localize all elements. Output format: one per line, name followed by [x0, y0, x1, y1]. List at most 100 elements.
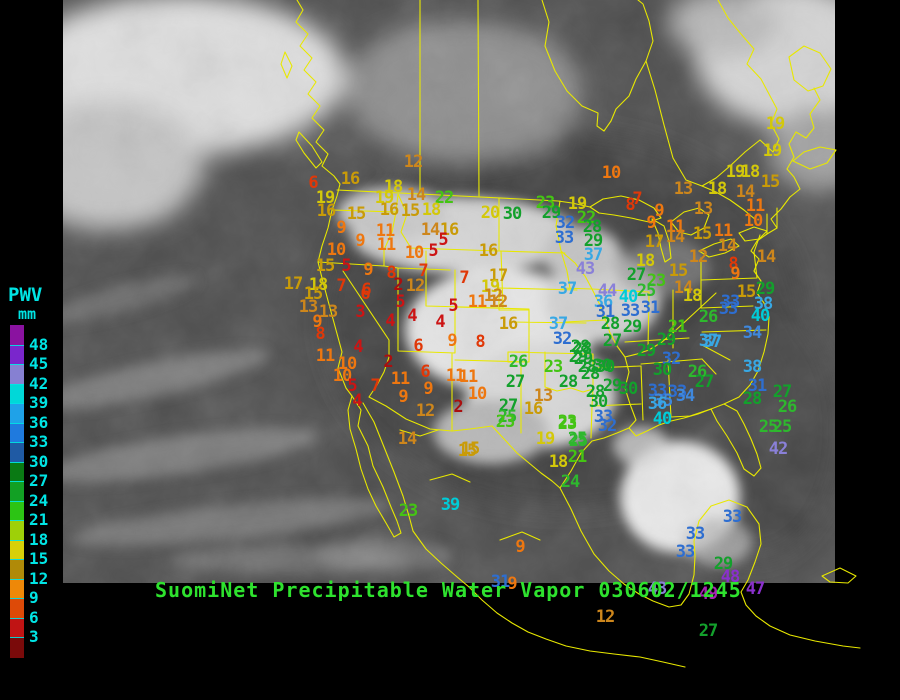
station-pwv-value: 14 — [665, 227, 686, 248]
legend-tick-label: 39 — [29, 393, 49, 412]
legend-tick-label: 30 — [29, 451, 49, 471]
pwv-legend: PWV mm 48 45 42 39 36 33 30 27 24 21 18 15 12 9 6 3 — [8, 286, 60, 658]
station-pwv-value: 28 — [742, 389, 763, 410]
station-pwv-value: 40 — [652, 409, 673, 430]
station-pwv-value: 23 — [398, 501, 419, 522]
legend-color-block — [10, 325, 24, 345]
station-pwv-value: 43 — [575, 259, 596, 280]
station-pwv-value: 15 — [346, 204, 367, 225]
station-pwv-value: 11 — [376, 235, 397, 256]
station-pwv-value: 11 — [390, 369, 411, 390]
station-pwv-value: 9 — [363, 260, 373, 281]
station-pwv-value: 34 — [742, 323, 763, 344]
station-pwv-value: 34 — [675, 386, 696, 407]
station-pwv-value: 5 — [448, 296, 458, 317]
station-pwv-value: 8 — [475, 332, 485, 353]
station-pwv-value: 9 — [398, 387, 408, 408]
station-pwv-value: 15 — [736, 282, 757, 303]
station-pwv-value: 23 — [646, 271, 667, 292]
station-pwv-value: 33 — [675, 542, 696, 563]
station-pwv-value: 9 — [355, 231, 365, 252]
station-pwv-value: 12 — [403, 152, 424, 173]
legend-color-block — [10, 500, 24, 521]
station-pwv-value: 18 — [548, 452, 569, 473]
station-pwv-value: 19 — [762, 141, 783, 162]
legend-color-block — [10, 539, 24, 560]
legend-tick-label: 45 — [29, 354, 49, 373]
station-pwv-value: 12 — [688, 247, 709, 268]
station-pwv-value: 39 — [440, 495, 461, 516]
station-pwv-value: 32 — [597, 416, 618, 437]
legend-color-block — [10, 520, 24, 541]
station-pwv-value: 19 — [765, 114, 786, 135]
station-pwv-value: 9 — [646, 213, 656, 234]
legend-scale: 48 45 42 39 36 33 30 27 24 21 18 15 12 9 6 3 — [8, 325, 60, 658]
station-pwv-value: 15 — [760, 172, 781, 193]
legend-tick-label: 48 — [29, 334, 49, 354]
legend-color-block — [10, 364, 24, 385]
station-pwv-value: 33 — [720, 292, 741, 313]
station-pwv-value: 9 — [730, 264, 740, 285]
station-pwv-value: 33 — [722, 507, 743, 528]
station-pwv-value: 9 — [447, 331, 457, 352]
station-pwv-value: 15 — [692, 224, 713, 245]
station-pwv-value: 9 — [654, 201, 664, 222]
legend-tick-label: 21 — [29, 510, 49, 529]
legend-color-block — [10, 403, 24, 424]
station-pwv-value: 23 — [495, 412, 516, 433]
station-pwv-value: 4 — [352, 391, 362, 412]
station-pwv-value: 27 — [698, 621, 719, 642]
station-pwv-value: 10 — [601, 163, 622, 184]
station-pwv-value: 10 — [467, 384, 488, 405]
station-pwv-value: 9 — [515, 537, 525, 558]
station-pwv-value: 17 — [283, 274, 304, 295]
station-pwv-value: 15 — [457, 441, 478, 462]
station-pwv-value: 7 — [370, 376, 380, 397]
station-pwv-value: 5 — [395, 292, 405, 313]
station-pwv-value: 37 — [557, 279, 578, 300]
station-pwv-value: 24 — [560, 472, 581, 493]
map-title: SuomiNet Precipitable Water Vapor 030602… — [155, 578, 742, 602]
station-pwv-value: 16 — [478, 241, 499, 262]
station-pwv-value: 16 — [498, 314, 519, 335]
legend-color-block — [10, 481, 24, 502]
legend-tick-label: 3 — [29, 627, 39, 646]
station-pwv-value: 13 — [693, 199, 714, 220]
legend-tick-label: 24 — [29, 490, 49, 510]
legend-tick-label: 15 — [29, 549, 49, 568]
station-pwv-value: 10 — [404, 243, 425, 264]
station-pwv-value: 16 — [340, 169, 361, 190]
station-pwv-value: 15 — [315, 256, 336, 277]
station-pwv-value: 37 — [702, 332, 723, 353]
station-pwv-value: 4 — [435, 312, 445, 333]
legend-tick-label: 6 — [29, 607, 39, 627]
station-pwv-value: 25 — [772, 417, 793, 438]
legend-color-block — [10, 637, 24, 658]
station-pwv-value: 7 — [459, 268, 469, 289]
legend-color-block — [10, 617, 24, 638]
station-pwv-value: 5 — [428, 241, 438, 262]
station-pwv-value: 14 — [420, 220, 441, 241]
station-pwv-value: 14 — [756, 247, 777, 268]
station-pwv-value: 12 — [488, 292, 509, 313]
legend-color-block — [10, 559, 24, 580]
station-pwv-value: 33 — [685, 524, 706, 545]
station-pwv-value: 6 — [360, 284, 370, 305]
legend-tick-label: 9 — [29, 588, 39, 607]
station-pwv-value: 26 — [508, 352, 529, 373]
station-pwv-value: 5 — [341, 256, 351, 277]
legend-color-block — [10, 383, 24, 404]
station-pwv-value: 47 — [745, 579, 766, 600]
legend-tick-label: 36 — [29, 412, 49, 432]
legend-color-block — [10, 578, 24, 599]
legend-color-block — [10, 344, 24, 365]
station-pwv-value: 27 — [505, 372, 526, 393]
station-pwv-value: 27 — [602, 331, 623, 352]
station-pwv-value: 17 — [644, 232, 665, 253]
station-pwv-value: 29 — [636, 341, 657, 362]
station-pwv-value: 16 — [379, 200, 400, 221]
station-pwv-value: 31 — [640, 298, 661, 319]
station-pwv-value: 28 — [558, 372, 579, 393]
station-pwv-value: 29 — [656, 330, 677, 351]
station-pwv-value: 11 — [315, 346, 336, 367]
